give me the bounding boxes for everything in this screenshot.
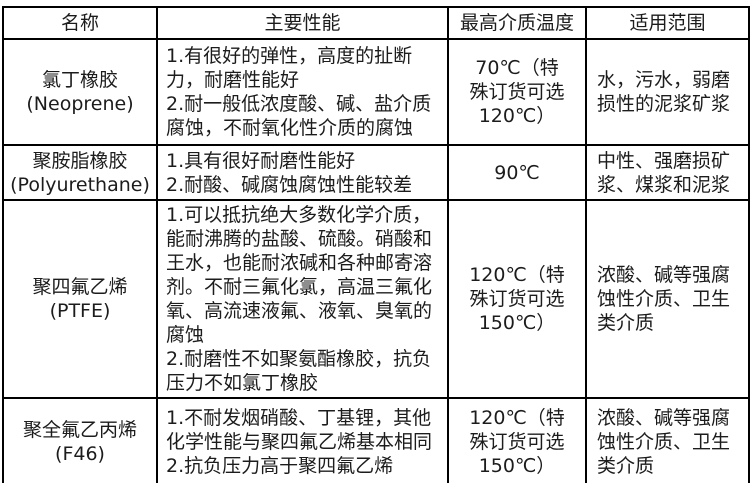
column-header-application: 适用范围 bbox=[585, 6, 750, 40]
material-spec-table: 名称 主要性能 最高介质温度 适用范围 氯丁橡胶 (Neoprene) 1.有很… bbox=[2, 6, 750, 483]
material-performance: 1.有很好的弹性，高度的扯断力，耐磨性能好 2.耐一般低浓度酸、碱、盐介质腐蚀，… bbox=[156, 38, 449, 146]
column-header-max-temperature: 最高介质温度 bbox=[447, 6, 587, 40]
material-name: 聚胺脂橡胶 (Polyurethane) bbox=[2, 144, 158, 201]
material-max-temperature: 120℃（特殊订货可选150℃） bbox=[447, 397, 587, 483]
material-application: 水，污水，弱磨损性的泥浆矿浆 bbox=[585, 38, 750, 146]
table-header-row: 名称 主要性能 最高介质温度 适用范围 bbox=[2, 6, 750, 40]
column-header-name: 名称 bbox=[2, 6, 158, 40]
material-performance: 1.不耐发烟硝酸、丁基锂，其他化学性能与聚四氟乙烯基本相同 2.抗负压力高于聚四… bbox=[156, 397, 449, 483]
material-application: 浓酸、碱等强腐蚀性介质、卫生类介质 bbox=[585, 199, 750, 399]
table-row-f46: 聚全氟乙丙烯 (F46) 1.不耐发烟硝酸、丁基锂，其他化学性能与聚四氟乙烯基本… bbox=[2, 397, 750, 483]
table-row-polyurethane: 聚胺脂橡胶 (Polyurethane) 1.具有很好耐磨性能好 2.耐酸、碱腐… bbox=[2, 144, 750, 201]
column-header-performance: 主要性能 bbox=[156, 6, 449, 40]
material-name: 聚全氟乙丙烯 (F46) bbox=[2, 397, 158, 483]
material-application: 浓酸、碱等强腐蚀性介质、卫生类介质 bbox=[585, 397, 750, 483]
material-max-temperature: 70℃（特殊订货可选120℃） bbox=[447, 38, 587, 146]
table-row-ptfe: 聚四氟乙烯 (PTFE) 1.可以抵抗绝大多数化学介质，能耐沸腾的盐酸、硫酸。硝… bbox=[2, 199, 750, 399]
material-application: 中性、强磨损矿浆、煤浆和泥浆 bbox=[585, 144, 750, 201]
material-performance: 1.具有很好耐磨性能好 2.耐酸、碱腐蚀腐蚀性能较差 bbox=[156, 144, 449, 201]
table-row-neoprene: 氯丁橡胶 (Neoprene) 1.有很好的弹性，高度的扯断力，耐磨性能好 2.… bbox=[2, 38, 750, 146]
material-max-temperature: 90℃ bbox=[447, 144, 587, 201]
material-name: 氯丁橡胶 (Neoprene) bbox=[2, 38, 158, 146]
material-max-temperature: 120℃（特殊订货可选150℃） bbox=[447, 199, 587, 399]
material-performance: 1.可以抵抗绝大多数化学介质，能耐沸腾的盐酸、硫酸。硝酸和王水，也能耐浓碱和各种… bbox=[156, 199, 449, 399]
material-name: 聚四氟乙烯 (PTFE) bbox=[2, 199, 158, 399]
